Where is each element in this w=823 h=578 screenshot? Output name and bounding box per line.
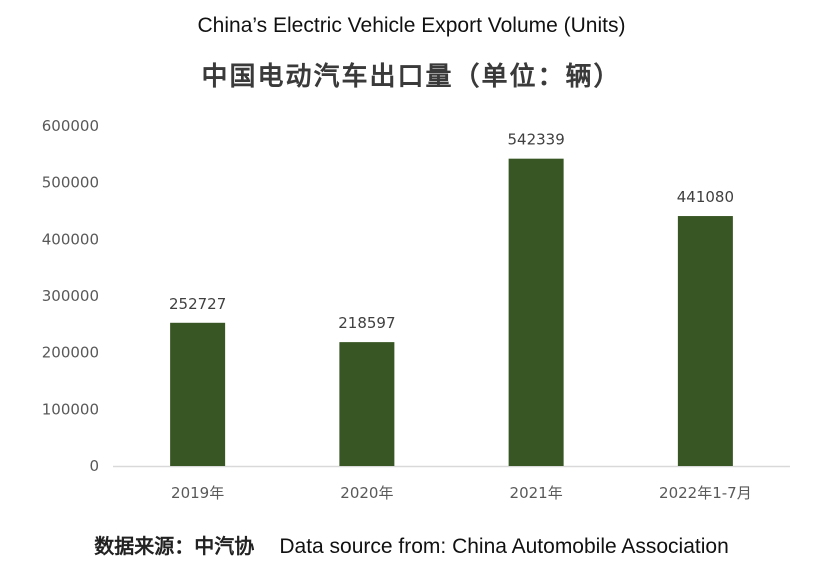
data-source-zh: 数据来源：中汽协 [94, 534, 255, 558]
bar-value-label: 218597 [338, 314, 395, 332]
x-category-label: 2021年 [510, 484, 563, 502]
y-tick-label: 100000 [42, 400, 99, 418]
x-category-label: 2022年1-7月 [659, 484, 752, 502]
chart-title: China’s Electric Vehicle Export Volume (… [197, 14, 626, 37]
chart-subtitle: 中国电动汽车出口量（单位：辆） [201, 62, 622, 92]
y-tick-label: 200000 [42, 344, 99, 362]
bar [339, 342, 395, 466]
data-source-footer: 数据来源：中汽协 Data source from: China Automob… [0, 530, 823, 559]
bar-value-label: 441080 [677, 188, 734, 206]
bar [508, 158, 564, 466]
bar-value-label: 542339 [507, 131, 564, 149]
x-category-label: 2020年 [340, 484, 393, 502]
y-tick-label: 0 [89, 457, 99, 475]
y-tick-label: 600000 [42, 117, 99, 135]
y-tick-label: 400000 [42, 230, 99, 248]
y-tick-label: 300000 [42, 287, 99, 305]
y-tick-label: 500000 [42, 174, 99, 192]
bar-value-label: 252727 [169, 295, 226, 313]
bar [170, 322, 226, 466]
bar [677, 216, 733, 466]
x-category-label: 2019年 [171, 484, 224, 502]
data-source-en: Data source from: China Automobile Assoc… [279, 535, 729, 558]
